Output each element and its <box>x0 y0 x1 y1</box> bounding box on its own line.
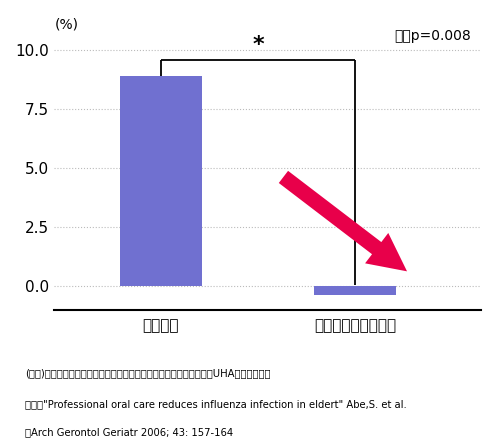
Bar <box>314 286 396 295</box>
Text: *: * <box>252 35 264 55</box>
Bar <box>120 76 202 286</box>
Text: Arch Gerontol Geriatr 2006; 43: 157-164: Arch Gerontol Geriatr 2006; 43: 157-164 <box>25 427 233 437</box>
Text: (一財)日本ヘルスケア協会　在宅感染症予防部会による調査を参考にUHA味覚糖が作図: (一財)日本ヘルスケア協会 在宅感染症予防部会による調査を参考にUHA味覚糖が作… <box>25 368 270 378</box>
Text: (%): (%) <box>54 17 78 31</box>
Text: ＊：p=0.008: ＊：p=0.008 <box>394 29 471 43</box>
Text: 出典："Professional oral care reduces influenza infection in eldert" Abe,S. et al.: 出典："Professional oral care reduces influ… <box>25 399 407 409</box>
